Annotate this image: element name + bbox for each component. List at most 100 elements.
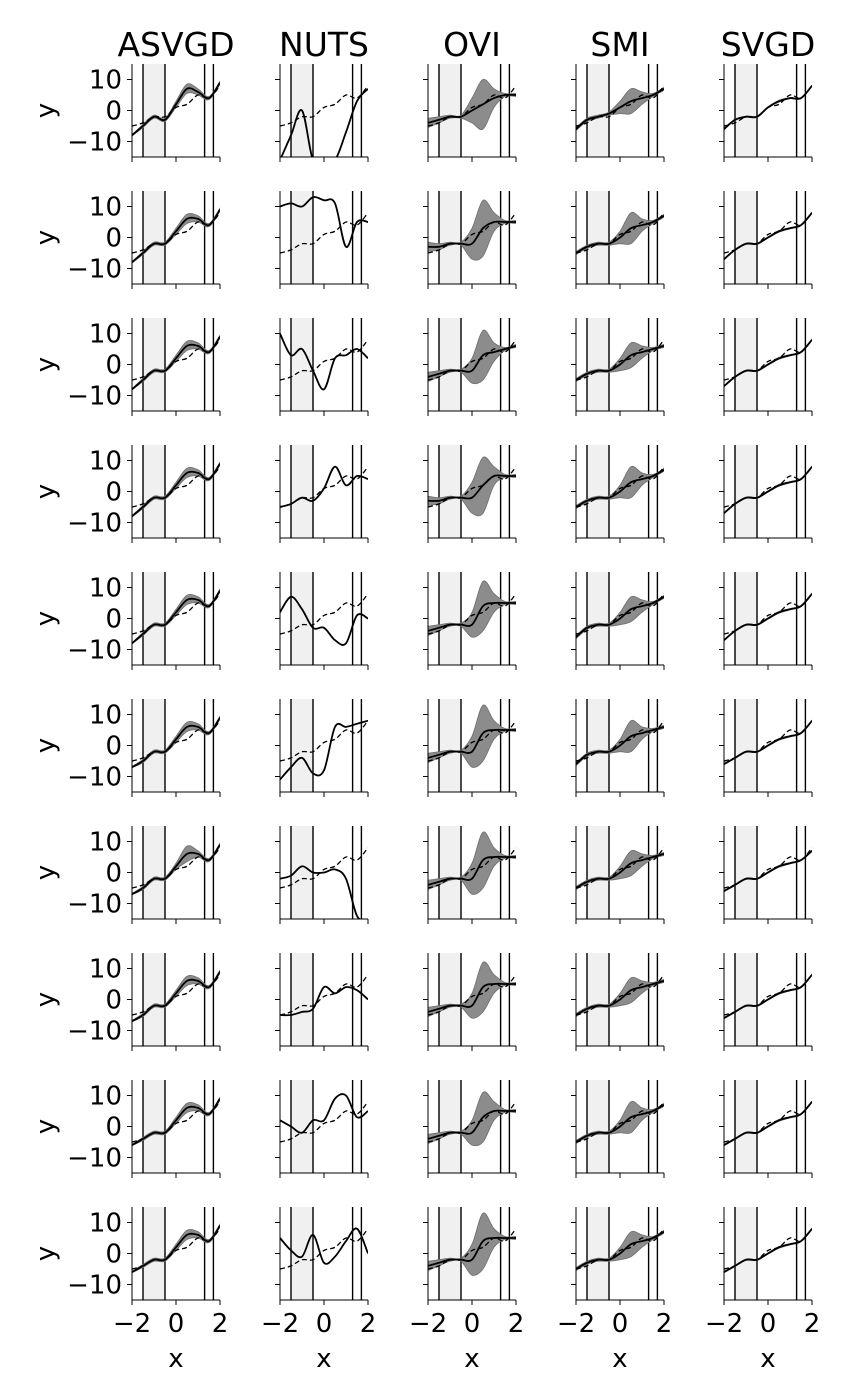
- shaded-region: [587, 953, 609, 1046]
- plot-area: [280, 445, 368, 538]
- plot-area: [576, 445, 664, 538]
- posterior-mean-line: [576, 88, 664, 130]
- plot-area: [428, 445, 516, 538]
- plot-area: [576, 64, 664, 157]
- subplot-panel: [275, 699, 369, 797]
- subplot-panel: [275, 826, 369, 924]
- y-tick-label: 10: [89, 574, 122, 604]
- true-function-line: [428, 466, 516, 508]
- subplot-panel: [423, 1080, 517, 1178]
- subplot-panel: [571, 1080, 665, 1178]
- subplot-panel: −2 0 2x: [705, 1207, 820, 1374]
- posterior-mean-line: [576, 1104, 664, 1143]
- shaded-region: [143, 445, 165, 538]
- shaded-region: [587, 64, 609, 157]
- shaded-region: [143, 191, 165, 284]
- shaded-region: [735, 953, 757, 1046]
- subplot-panel: [571, 64, 665, 162]
- subplot-panel: [423, 318, 517, 416]
- x-tick-label: −2: [113, 1309, 151, 1339]
- y-axis-label: y: [31, 1246, 61, 1261]
- true-function-line: [576, 974, 664, 1016]
- plot-area: [280, 699, 368, 792]
- shaded-region: [143, 826, 165, 919]
- subplot-panel: −2 0 2x: [409, 1207, 524, 1374]
- shaded-region: [439, 318, 461, 411]
- shaded-region: [587, 445, 609, 538]
- subplot-panel: [275, 318, 369, 416]
- y-tick-label: −10: [67, 890, 122, 920]
- true-function-line: [280, 593, 368, 635]
- y-tick-label: 0: [105, 478, 122, 508]
- posterior-mean-line: [280, 985, 368, 1017]
- shaded-region: [291, 699, 313, 792]
- shaded-region: [735, 1080, 757, 1173]
- x-tick-label: −2: [705, 1309, 743, 1339]
- shaded-region: [587, 572, 609, 665]
- y-tick-label: 10: [89, 320, 122, 350]
- posterior-mean-line: [132, 1098, 220, 1146]
- subplot-panel: [571, 699, 665, 797]
- subplot-panel: [275, 572, 369, 670]
- plot-area: [428, 953, 516, 1046]
- y-tick-label: 0: [105, 732, 122, 762]
- column-title: SMI: [590, 25, 649, 64]
- plot-area: [576, 572, 664, 665]
- posterior-mean-line: [132, 463, 220, 517]
- y-axis-label: y: [31, 738, 61, 753]
- subplot-panel: [571, 953, 665, 1051]
- subplot-panel: [719, 953, 813, 1051]
- true-function-line: [428, 339, 516, 381]
- plot-area: [280, 64, 368, 157]
- subplot-panel: [423, 572, 517, 670]
- true-function-line: [428, 974, 516, 1016]
- shaded-region: [143, 318, 165, 411]
- plot-area: [132, 826, 220, 919]
- x-tick-label: 2: [656, 1309, 673, 1339]
- shaded-region: [143, 699, 165, 792]
- y-axis-label: y: [31, 484, 61, 499]
- plot-area: [428, 699, 516, 792]
- x-tick-label: 0: [168, 1309, 185, 1339]
- plot-area: [724, 699, 812, 792]
- true-function-line: [576, 720, 664, 762]
- plot-area: [724, 191, 812, 284]
- y-axis-label: y: [31, 992, 61, 1007]
- subplot-panel: [719, 1080, 813, 1178]
- posterior-mean-line: [280, 595, 368, 646]
- true-function-line: [280, 1228, 368, 1270]
- shaded-region: [143, 572, 165, 665]
- subplot-panel: [719, 699, 813, 797]
- posterior-mean-line: [576, 345, 664, 381]
- y-tick-label: 0: [105, 351, 122, 381]
- plot-area: [724, 1080, 812, 1173]
- plot-area: [428, 64, 516, 157]
- true-function-line: [428, 1228, 516, 1270]
- true-function-line: [724, 847, 812, 889]
- x-axis-label: x: [168, 1344, 183, 1374]
- shaded-region: [735, 1207, 757, 1300]
- column-title: NUTS: [279, 25, 369, 64]
- true-function-line: [428, 212, 516, 254]
- true-function-line: [280, 847, 368, 889]
- posterior-mean-line: [724, 212, 812, 260]
- posterior-mean-line: [280, 1093, 368, 1134]
- x-tick-label: −2: [557, 1309, 595, 1339]
- subplot-panel: [719, 191, 813, 289]
- shaded-region: [587, 1207, 609, 1300]
- true-function-line: [428, 720, 516, 762]
- posterior-mean-line: [280, 719, 368, 781]
- plot-area: [132, 64, 220, 157]
- subplot-panel: [423, 64, 517, 162]
- plot-area: [428, 1080, 516, 1173]
- true-function-line: [280, 720, 368, 762]
- posterior-mean-line: [576, 596, 664, 638]
- shaded-region: [291, 445, 313, 538]
- plot-area: [576, 953, 664, 1046]
- shaded-region: [291, 318, 313, 411]
- plot-area: [280, 572, 368, 665]
- posterior-mean-line: [724, 1228, 812, 1273]
